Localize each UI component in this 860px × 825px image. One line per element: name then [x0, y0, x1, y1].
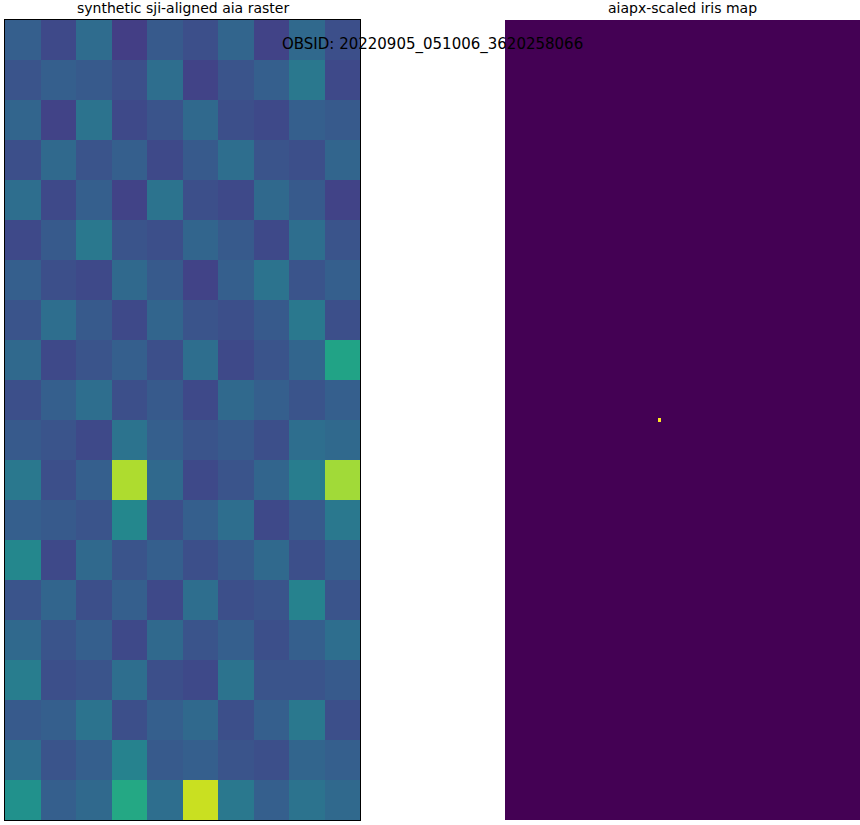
svg-text:synthetic sji-aligned aia rast: synthetic sji-aligned aia raster	[77, 0, 289, 16]
svg-text:aiapx-scaled iris map: aiapx-scaled iris map	[608, 0, 757, 16]
svg-text:OBSID: 20220905_051006_3620258: OBSID: 20220905_051006_3620258066	[282, 35, 583, 54]
